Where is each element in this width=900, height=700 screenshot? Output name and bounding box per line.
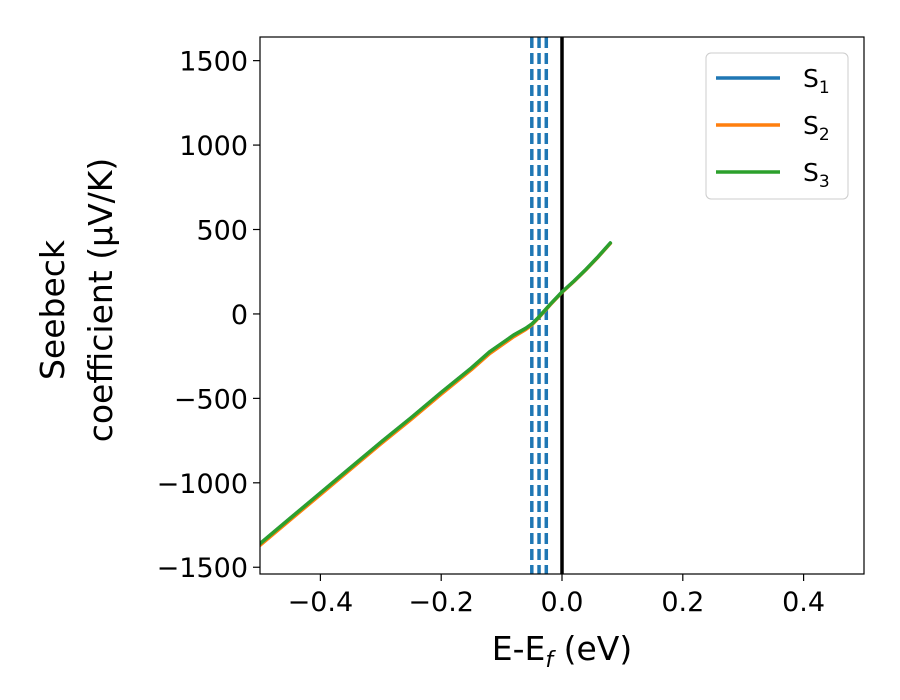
y-tick-label: 1500 (179, 47, 248, 78)
series-line-s3 (260, 241, 613, 546)
legend-label-s3: S3 (803, 158, 830, 192)
y-axis-label: Seebeck coefficient (μV/K) (33, 158, 120, 443)
y-tick-label: −1000 (157, 469, 248, 500)
legend-label-s1: S1 (803, 64, 830, 98)
x-tick-label: 0.0 (541, 587, 584, 618)
y-axis-label-line-1: Seebeck (33, 239, 72, 380)
y-tick-label: 1000 (179, 131, 248, 162)
y-tick-label: −500 (174, 384, 248, 415)
x-axis-label: E-Ef (eV) (492, 629, 632, 673)
legend-label-s2: S2 (803, 111, 830, 145)
y-tick-label: 0 (231, 300, 248, 331)
y-tick-label: −1500 (157, 553, 248, 584)
x-tick-label: 0.4 (782, 587, 825, 618)
y-axis-label-line-2: coefficient (μV/K) (81, 158, 120, 443)
legend: S1 S2 S3 (705, 52, 849, 200)
x-tick-label: −0.4 (288, 587, 354, 618)
x-tick-label: −0.2 (408, 587, 474, 618)
x-tick-label: 0.2 (661, 587, 704, 618)
y-tick-label: 500 (196, 216, 248, 247)
